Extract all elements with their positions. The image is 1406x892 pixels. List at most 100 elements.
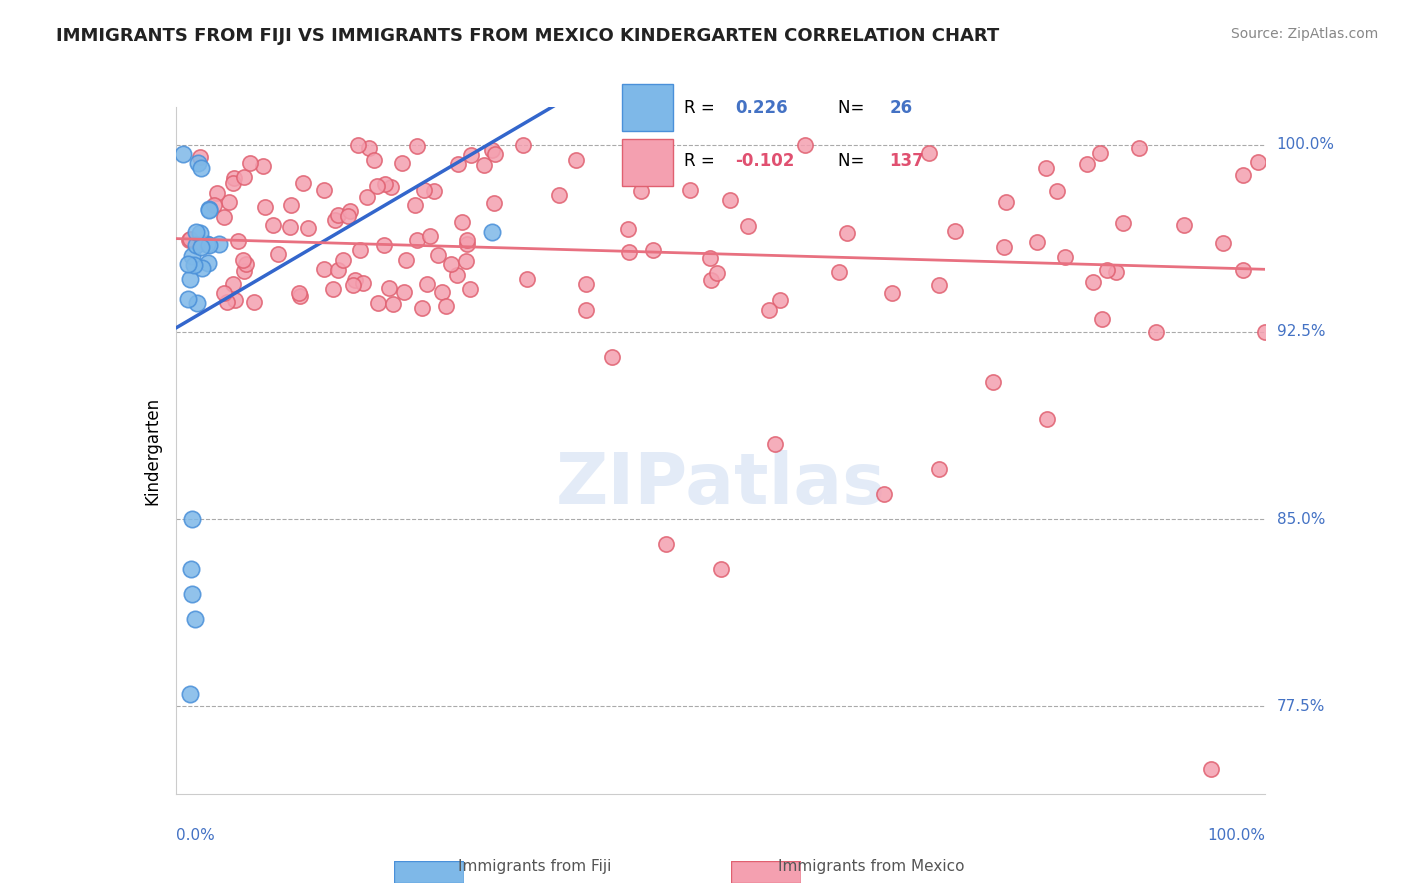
Immigrants from Mexico	[239, 155, 262, 169]
Immigrants from Mexico	[349, 243, 371, 257]
Immigrants from Mexico	[873, 487, 896, 501]
Immigrants from Mexico	[391, 156, 413, 170]
Immigrants from Mexico	[232, 263, 254, 277]
Text: 100.0%: 100.0%	[1208, 828, 1265, 843]
Immigrants from Mexico	[207, 186, 229, 201]
Immigrants from Mexico	[179, 232, 201, 246]
Immigrants from Mexico	[450, 215, 472, 229]
Immigrants from Mexico	[179, 234, 201, 248]
Immigrants from Mexico	[314, 183, 336, 197]
Immigrants from Mexico	[710, 562, 733, 576]
Immigrants from Mexico	[235, 257, 257, 271]
Immigrants from Mexico	[392, 285, 415, 299]
Immigrants from Mexico	[600, 350, 623, 364]
Immigrants from Mexico	[373, 238, 395, 252]
Immigrants from Mexico	[406, 139, 429, 153]
Text: 100.0%: 100.0%	[1277, 137, 1334, 152]
Immigrants from Mexico	[374, 178, 396, 192]
Immigrants from Mexico	[347, 137, 370, 152]
Immigrants from Fiji	[195, 237, 218, 252]
Immigrants from Fiji	[197, 256, 219, 270]
Immigrants from Mexico	[655, 537, 678, 551]
Immigrants from Mexico	[427, 248, 450, 262]
Immigrants from Mexico	[769, 293, 792, 307]
Immigrants from Mexico	[835, 226, 858, 240]
Immigrants from Mexico	[357, 141, 380, 155]
Immigrants from Fiji	[190, 161, 212, 175]
Immigrants from Mexico	[243, 295, 266, 310]
Immigrants from Mexico	[191, 236, 214, 251]
Immigrants from Mexico	[1036, 412, 1059, 426]
Immigrants from Mexico	[328, 208, 350, 222]
Text: Immigrants from Fiji: Immigrants from Fiji	[457, 859, 612, 874]
Text: N=: N=	[838, 153, 869, 170]
Immigrants from Mexico	[440, 257, 463, 271]
Immigrants from Mexico	[224, 171, 246, 186]
Immigrants from Mexico	[1088, 145, 1111, 160]
Immigrants from Mexico	[706, 266, 728, 280]
Immigrants from Mexico	[575, 277, 598, 292]
Immigrants from Mexico	[994, 194, 1017, 209]
Immigrants from Mexico	[737, 219, 759, 233]
Y-axis label: Kindergarten: Kindergarten	[143, 396, 162, 505]
Immigrants from Fiji	[179, 272, 201, 286]
Immigrants from Mexico	[794, 137, 817, 152]
Immigrants from Mexico	[352, 276, 374, 290]
FancyBboxPatch shape	[623, 139, 673, 186]
Immigrants from Mexico	[516, 272, 538, 286]
Text: 0.226: 0.226	[735, 99, 789, 117]
Text: IMMIGRANTS FROM FIJI VS IMMIGRANTS FROM MEXICO KINDERGARTEN CORRELATION CHART: IMMIGRANTS FROM FIJI VS IMMIGRANTS FROM …	[56, 27, 1000, 45]
Immigrants from Mexico	[267, 247, 290, 261]
Immigrants from Mexico	[322, 282, 344, 296]
Immigrants from Mexico	[254, 200, 277, 214]
Text: 77.5%: 77.5%	[1277, 699, 1324, 714]
Immigrants from Mexico	[456, 237, 478, 252]
Immigrants from Mexico	[981, 375, 1004, 389]
Immigrants from Mexico	[619, 245, 641, 260]
Text: 92.5%: 92.5%	[1277, 325, 1324, 339]
Immigrants from Mexico	[1081, 276, 1104, 290]
Immigrants from Mexico	[288, 286, 311, 301]
Immigrants from Fiji	[177, 257, 200, 271]
Immigrants from Mexico	[679, 184, 702, 198]
Immigrants from Mexico	[512, 137, 534, 152]
Immigrants from Fiji	[188, 226, 211, 240]
Immigrants from Mexico	[1026, 235, 1049, 250]
Immigrants from Mexico	[280, 197, 302, 211]
Immigrants from Mexico	[212, 210, 235, 224]
Immigrants from Fiji	[184, 612, 207, 626]
Text: Immigrants from Mexico: Immigrants from Mexico	[779, 859, 965, 874]
Text: Source: ZipAtlas.com: Source: ZipAtlas.com	[1230, 27, 1378, 41]
Immigrants from Mexico	[1053, 250, 1076, 264]
Immigrants from Mexico	[290, 289, 312, 303]
Immigrants from Mexico	[763, 437, 786, 451]
Immigrants from Mexico	[291, 176, 314, 190]
Immigrants from Mexico	[454, 253, 477, 268]
Immigrants from Mexico	[474, 158, 496, 172]
Immigrants from Mexico	[218, 194, 240, 209]
Immigrants from Fiji	[177, 292, 200, 306]
Immigrants from Fiji	[181, 249, 204, 263]
Immigrants from Mexico	[404, 198, 426, 212]
Immigrants from Mexico	[482, 196, 505, 211]
Immigrants from Mexico	[484, 147, 506, 161]
Immigrants from Mexico	[339, 203, 361, 218]
Immigrants from Mexico	[366, 178, 388, 193]
Immigrants from Mexico	[395, 252, 418, 267]
Immigrants from Mexico	[323, 212, 346, 227]
Immigrants from Mexico	[434, 299, 457, 313]
Text: N=: N=	[838, 99, 869, 117]
Immigrants from Mexico	[356, 190, 378, 204]
Immigrants from Fiji	[180, 562, 202, 576]
Text: R =: R =	[685, 99, 720, 117]
Immigrants from Mexico	[232, 252, 254, 267]
Immigrants from Mexico	[446, 268, 468, 282]
Immigrants from Mexico	[993, 239, 1015, 253]
Immigrants from Fiji	[187, 156, 209, 170]
Immigrants from Mexico	[297, 221, 319, 235]
Immigrants from Mexico	[367, 296, 389, 310]
Immigrants from Mexico	[1128, 141, 1150, 155]
Immigrants from Mexico	[928, 462, 950, 476]
Immigrants from Mexico	[699, 251, 721, 265]
Immigrants from Fiji	[186, 225, 208, 239]
